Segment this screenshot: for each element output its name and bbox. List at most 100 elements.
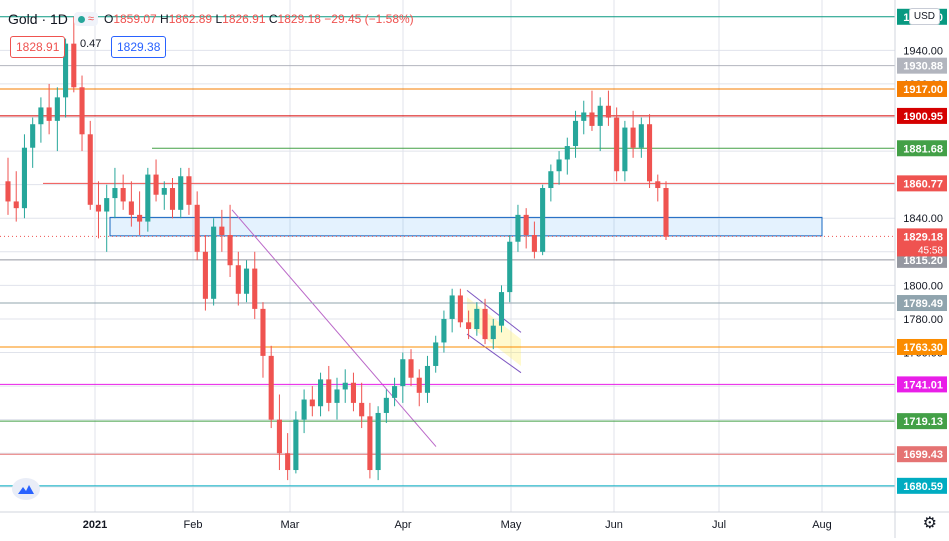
level-price-label: 1680.59 [903, 481, 943, 493]
settings-gear-icon[interactable]: ⚙ [922, 515, 937, 532]
buy-button[interactable]: 1829.38 [111, 36, 167, 58]
candle-body [548, 171, 554, 189]
candle-body [359, 402, 365, 417]
candle-body [186, 176, 192, 205]
candle-body [490, 325, 496, 340]
candle-body [515, 214, 521, 242]
candle-body [219, 226, 225, 236]
symbol-header: Gold · 1D ≈ O1859.07 H1862.89 L1826.91 C… [8, 8, 414, 30]
candle-body [383, 397, 389, 413]
level-price-label: 1719.13 [903, 416, 943, 428]
candle-body [334, 389, 340, 403]
level-price-label: 1789.49 [903, 298, 943, 310]
candle-body [128, 201, 134, 215]
low-value: 1826.91 [222, 12, 266, 26]
candle-body [301, 399, 307, 420]
time-tick-label: Jun [605, 519, 623, 531]
level-price-label: 1917.00 [903, 84, 943, 96]
flag-upper-line [466, 290, 522, 333]
tradingview-logo-icon[interactable] [12, 478, 40, 500]
close-value: 1829.18 [277, 12, 321, 26]
candle-body [95, 204, 102, 212]
open-value: 1859.07 [113, 12, 157, 26]
level-price-label: 1741.01 [903, 379, 943, 391]
candle-body [227, 235, 233, 266]
candle-body [211, 226, 217, 299]
time-tick-label: Feb [184, 519, 203, 531]
candle-body [252, 268, 258, 309]
level-price-tag [897, 338, 947, 355]
status-pill[interactable]: ≈ [73, 12, 98, 26]
last-price-tag [897, 228, 947, 257]
time-tick-label: Apr [394, 519, 411, 531]
level-price-label: 1930.88 [903, 61, 943, 73]
time-tick-label: Aug [812, 519, 832, 531]
candle-body [400, 359, 406, 387]
candle-body [466, 322, 472, 330]
candle-body [293, 419, 299, 471]
candle-body [112, 188, 118, 199]
candle-body [630, 127, 636, 148]
sell-button[interactable]: 1828.91 [10, 36, 66, 58]
candle-body [235, 265, 241, 294]
flag-lower-line [466, 333, 522, 374]
candle-body [342, 382, 348, 390]
candle-body [523, 214, 529, 236]
candle-body [597, 105, 603, 126]
wave-icon: ≈ [87, 13, 94, 25]
candle-body [572, 120, 579, 147]
candle-body [350, 382, 356, 403]
high-value: 1862.89 [168, 12, 213, 26]
support-zone [109, 216, 823, 237]
candle-body [326, 379, 332, 403]
candle-body [589, 112, 595, 126]
candle-body [137, 214, 143, 222]
candle-body [531, 235, 537, 252]
candle-body [614, 117, 620, 172]
spread-value: 0.47 [80, 38, 102, 50]
candle-body [30, 124, 36, 148]
candle-body [202, 251, 208, 299]
candle-body [424, 365, 431, 393]
time-tick-label: 2021 [83, 519, 107, 531]
candle-body [375, 412, 381, 471]
level-price-tag [897, 57, 947, 74]
candle-body [178, 176, 184, 210]
level-price-tag [897, 107, 947, 124]
candle-body [309, 399, 315, 407]
currency-button[interactable]: USD [908, 8, 940, 25]
level-price-tag [897, 295, 947, 312]
price-tick-label: 1780.00 [903, 314, 943, 326]
candle-body [153, 174, 159, 195]
candle-body [367, 416, 373, 471]
candle-body [21, 147, 27, 209]
candle-body [285, 453, 291, 471]
candle-body [622, 127, 628, 172]
candle-body [605, 105, 611, 118]
candle-body [120, 188, 126, 202]
level-price-label: 1860.77 [903, 178, 943, 190]
candle-body [87, 134, 93, 205]
countdown-label: 45:58 [918, 245, 943, 256]
candle-body [416, 377, 422, 393]
level-price-tag [897, 477, 947, 494]
candle-body [449, 295, 455, 319]
trend-line [231, 209, 437, 447]
candle-body [556, 159, 562, 172]
candle-body [457, 295, 463, 323]
level-price-tag [897, 446, 947, 463]
candle-body [433, 342, 439, 366]
symbol-title[interactable]: Gold · 1D [8, 11, 68, 27]
level-price-tag [897, 80, 947, 97]
time-tick-label: May [501, 519, 522, 531]
candle-body [161, 188, 167, 195]
candle-body [54, 97, 60, 121]
ohlc-values: O1859.07 H1862.89 L1826.91 C1829.18 −29.… [104, 12, 414, 26]
level-price-label: 1699.43 [903, 449, 943, 461]
candle-body [498, 292, 505, 326]
candle-body [260, 308, 266, 356]
candle-body [194, 204, 200, 252]
candle-body [318, 379, 324, 407]
